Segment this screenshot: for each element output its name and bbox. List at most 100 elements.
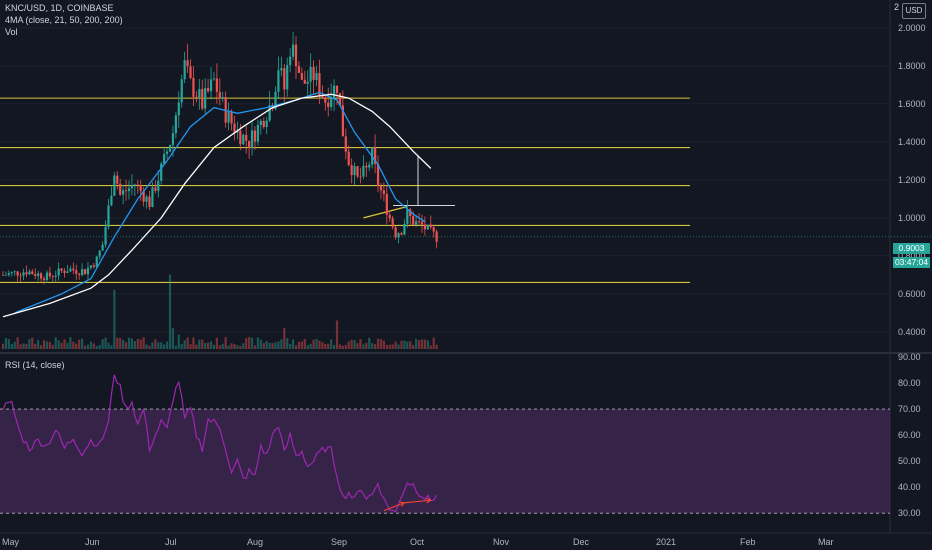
rsi-tick-label: 70.00: [898, 404, 921, 414]
candle-body: [365, 165, 368, 168]
candle-body: [78, 273, 81, 276]
price-axis[interactable]: 0.4000 0.6000 0.8000 1.0000 1.2000 1.4000 1.60…: [898, 23, 926, 518]
time-axis[interactable]: May Jun Jul Aug Sep Oct Nov Dec 2021 Feb Mar: [2, 537, 834, 547]
candle-body: [168, 144, 172, 152]
volume-bar: [327, 343, 330, 349]
candle-body: [268, 105, 271, 121]
volume-bar: [212, 344, 216, 349]
candle-body: [327, 102, 330, 108]
volume-bar: [347, 341, 350, 349]
candle-body: [400, 233, 403, 235]
candle-body: [201, 89, 204, 109]
candle-body: [75, 270, 78, 274]
candle-body: [198, 89, 201, 98]
ma-legend[interactable]: 4MA (close, 21, 50, 200, 200): [5, 15, 123, 25]
currency-button[interactable]: USD: [902, 3, 926, 19]
volume-bar: [25, 343, 28, 349]
volume-bar: [174, 345, 177, 349]
volume-bar: [22, 343, 25, 349]
volume-bar: [165, 341, 169, 349]
candle-body: [289, 56, 292, 65]
candle-body: [124, 190, 128, 192]
volume-bar: [265, 341, 268, 349]
volume-bar: [136, 338, 139, 349]
volume-bar: [51, 344, 54, 349]
volume-bar: [16, 337, 19, 349]
price-tick-label: 1.2000: [898, 175, 926, 185]
volume-bar: [286, 338, 289, 349]
candle-body: [89, 265, 92, 268]
volume-bar: [171, 328, 175, 349]
rsi-legend[interactable]: RSI (14, close): [5, 360, 65, 370]
candle-body: [250, 130, 254, 149]
candle-body: [42, 278, 46, 281]
candle-body: [133, 184, 136, 186]
volume-bar: [157, 342, 160, 349]
volume-bar: [42, 340, 46, 349]
price-tick-label: 1.8000: [898, 61, 926, 71]
rsi-tick-label: 80.00: [898, 378, 921, 388]
candle-body: [382, 190, 385, 194]
volume-bar: [391, 344, 394, 349]
volume-bar: [309, 343, 312, 349]
volume-bar: [341, 345, 344, 349]
candle-body: [280, 68, 283, 71]
volume-bar: [330, 339, 333, 349]
volume-bar: [195, 344, 198, 349]
candle-body: [218, 91, 221, 99]
volume-legend[interactable]: Vol: [5, 27, 18, 37]
candle-body: [165, 151, 169, 155]
volume-bar: [256, 337, 260, 349]
candle-body: [25, 272, 28, 275]
volume-bar: [66, 342, 69, 349]
volume-bar: [432, 337, 435, 349]
candle-body: [412, 216, 415, 225]
ma50-line: [2, 93, 432, 318]
candle-body: [204, 88, 207, 109]
volume-bar: [403, 340, 406, 349]
volume-bar: [415, 338, 418, 349]
symbol-legend[interactable]: KNC/USD, 1D, COINBASE: [5, 3, 114, 13]
rsi-tick-label: 40.00: [898, 482, 921, 492]
candle-body: [31, 271, 34, 275]
divergence-arrowhead: [425, 497, 432, 504]
candle-body: [341, 105, 344, 137]
volume-bar: [218, 345, 221, 349]
volume-bar: [242, 343, 245, 349]
candle-body: [245, 134, 248, 141]
time-tick-label: Sep: [331, 537, 347, 547]
volume-bar: [303, 338, 306, 349]
candle-body: [262, 120, 265, 128]
candle-body: [183, 60, 186, 80]
candle-body: [212, 78, 216, 80]
candle-body: [34, 274, 37, 276]
candle-body: [86, 267, 90, 275]
volume-bar: [312, 339, 315, 349]
candle-body: [28, 271, 31, 275]
volume-bar: [224, 337, 227, 349]
candle-body: [69, 268, 72, 272]
candle-body: [344, 136, 347, 152]
candle-body: [300, 72, 303, 80]
volume-bar: [315, 338, 318, 349]
volume-bar: [297, 341, 301, 349]
volume-bar: [45, 341, 49, 349]
candle-body: [157, 180, 160, 191]
volume-bar: [236, 345, 239, 349]
volume-bar: [338, 344, 342, 349]
price-tick-label: 2.0000: [898, 23, 926, 33]
candle-body: [330, 98, 333, 108]
candle-body: [324, 97, 327, 103]
rsi-tick-label: 60.00: [898, 430, 921, 440]
candle-body: [388, 214, 391, 219]
volume-bar: [362, 344, 365, 349]
candle-body: [265, 120, 268, 128]
volume-bar: [201, 339, 204, 349]
volume-bar: [400, 340, 403, 349]
candle-body: [248, 140, 251, 149]
volume-bar: [4, 338, 8, 349]
volume-bar: [385, 344, 388, 349]
candle-body: [420, 221, 424, 225]
candle-body: [256, 125, 260, 142]
